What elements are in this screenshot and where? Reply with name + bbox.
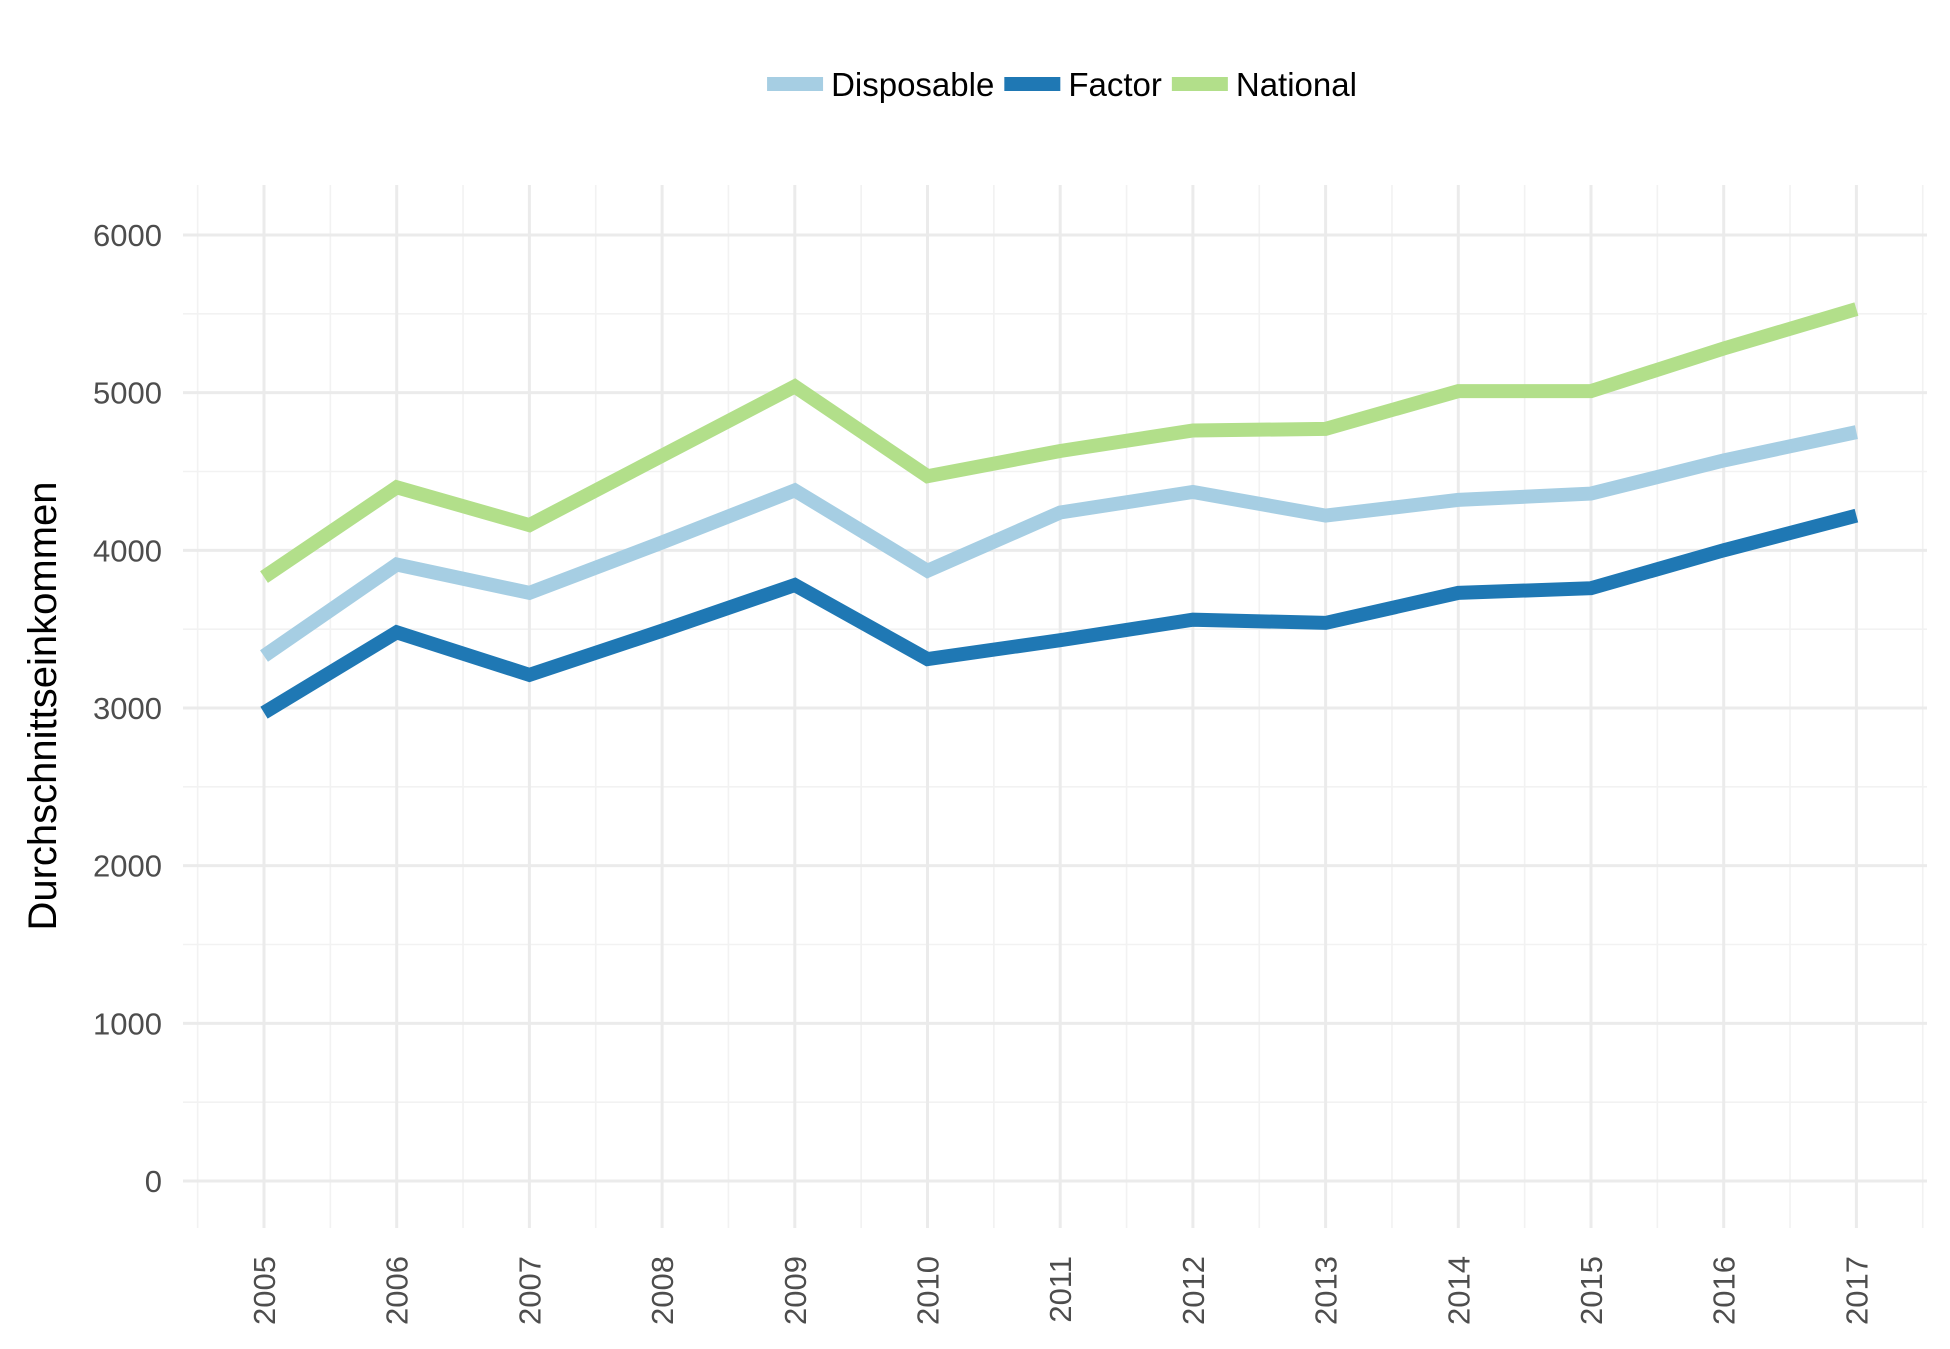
y-tick-label: 3000 <box>93 691 162 726</box>
y-axis-ticks: 0 1000 2000 3000 4000 5000 6000 <box>93 218 162 1199</box>
x-tick-label: 2008 <box>645 1256 680 1325</box>
x-tick-label: 2009 <box>778 1256 813 1325</box>
y-tick-label: 4000 <box>93 533 162 568</box>
y-tick-label: 2000 <box>93 849 162 884</box>
series-line-disposable <box>260 425 1858 662</box>
x-tick-label: 2016 <box>1707 1256 1742 1325</box>
legend-label-disposable: Disposable <box>831 66 994 103</box>
grid <box>183 185 1927 1228</box>
legend-label-factor: Factor <box>1068 66 1162 103</box>
x-tick-label: 2010 <box>911 1256 946 1325</box>
series-line-factor <box>260 508 1859 719</box>
x-tick-label: 2006 <box>380 1256 415 1325</box>
y-axis-title: Durchschnittseinkommen <box>21 481 65 930</box>
x-tick-label: 2013 <box>1309 1256 1344 1325</box>
y-tick-label: 0 <box>145 1164 162 1199</box>
y-tick-label: 6000 <box>93 218 162 253</box>
x-tick-label: 2014 <box>1441 1256 1476 1325</box>
x-tick-label: 2005 <box>247 1256 282 1325</box>
x-axis-ticks: 2005 2006 2007 2008 2009 2010 2011 2012 2013 2014… <box>247 1256 1874 1325</box>
y-tick-label: 1000 <box>93 1006 162 1041</box>
x-tick-label: 2011 <box>1043 1256 1078 1323</box>
legend-label-national: National <box>1236 66 1357 103</box>
y-tick-label: 5000 <box>93 376 162 411</box>
x-tick-label: 2015 <box>1574 1256 1609 1325</box>
legend: Disposable Factor National <box>767 66 1357 103</box>
series-lines <box>260 302 1859 719</box>
x-tick-label: 2017 <box>1839 1256 1874 1325</box>
series-line-national <box>260 302 1859 583</box>
x-tick-label: 2012 <box>1176 1256 1211 1325</box>
x-tick-label: 2007 <box>512 1256 547 1325</box>
